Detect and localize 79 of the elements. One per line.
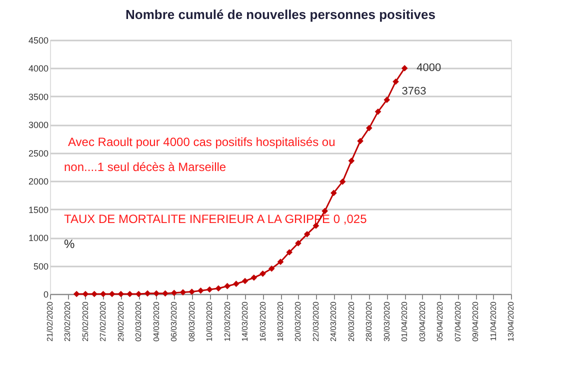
y-tick-label: 500 bbox=[33, 261, 48, 272]
x-tick-label: 08/03/2020 bbox=[187, 300, 196, 342]
x-tick-label: 07/04/2020 bbox=[453, 300, 462, 342]
x-tick-label: 28/03/2020 bbox=[364, 300, 374, 342]
y-tick-label: 1000 bbox=[28, 233, 48, 244]
point bbox=[366, 124, 372, 132]
y-tick-label: 3000 bbox=[28, 120, 48, 130]
x-tick-label: 12/03/2020 bbox=[222, 300, 232, 342]
point bbox=[188, 288, 196, 295]
point bbox=[126, 290, 133, 298]
point bbox=[153, 290, 160, 297]
point bbox=[348, 158, 355, 164]
point bbox=[215, 285, 222, 292]
x-tick-label: 21/02/2020 bbox=[46, 300, 54, 342]
y-tick-label: 4500 bbox=[28, 36, 48, 46]
point bbox=[295, 240, 302, 246]
x-tick-label: 26/03/2020 bbox=[346, 300, 356, 342]
point bbox=[108, 290, 116, 298]
x-tick-label: 18/03/2020 bbox=[276, 300, 285, 342]
x-tick-label: 16/03/2020 bbox=[258, 300, 268, 342]
x-tick-label: 22/03/2020 bbox=[311, 300, 320, 342]
x-tick-label: 10/03/2020 bbox=[205, 300, 214, 342]
data-label: 4000 bbox=[416, 62, 442, 74]
y-tick-label: 0 bbox=[43, 290, 48, 300]
x-tick-label: 06/03/2020 bbox=[170, 300, 179, 342]
point bbox=[374, 108, 382, 115]
x-tick-label: 14/03/2020 bbox=[240, 300, 250, 342]
point bbox=[162, 290, 168, 297]
point bbox=[401, 65, 408, 72]
y-tick-label: 4000 bbox=[28, 64, 48, 74]
x-tick-label: 13/04/2020 bbox=[506, 300, 516, 342]
point bbox=[198, 287, 204, 294]
x-tick-label: 27/02/2020 bbox=[98, 300, 108, 342]
point bbox=[144, 290, 151, 297]
x-tick-label: 03/04/2020 bbox=[418, 300, 427, 342]
point bbox=[100, 290, 106, 298]
x-tick-label: 02/03/2020 bbox=[134, 300, 144, 342]
annotation: non....1 seul décès à Marseille bbox=[64, 160, 226, 174]
x-tick-label: 20/03/2020 bbox=[294, 300, 303, 342]
chart-title: Nombre cumulé de nouvelles personnes positives bbox=[126, 7, 436, 22]
data-label: 3763 bbox=[402, 86, 426, 98]
point bbox=[277, 258, 284, 265]
x-tick-label: 30/03/2020 bbox=[382, 300, 392, 342]
x-tick-label: 23/02/2020 bbox=[63, 300, 72, 342]
point bbox=[206, 286, 213, 293]
point bbox=[384, 96, 390, 103]
point bbox=[170, 290, 178, 296]
point bbox=[392, 78, 399, 85]
x-tick-label: 29/02/2020 bbox=[116, 300, 126, 342]
point bbox=[242, 278, 248, 284]
x-tick-label: 24/03/2020 bbox=[329, 300, 338, 342]
x-tick-label: 11/04/2020 bbox=[488, 300, 498, 341]
point bbox=[180, 289, 186, 296]
x-tick-label: 25/02/2020 bbox=[80, 300, 90, 342]
point bbox=[73, 290, 80, 298]
x-tick-label: 09/04/2020 bbox=[471, 300, 480, 342]
point bbox=[118, 290, 124, 298]
point bbox=[357, 138, 364, 144]
x-tick-label: 05/04/2020 bbox=[436, 300, 445, 342]
y-tick-label: 1500 bbox=[28, 204, 48, 215]
annotation: % bbox=[64, 237, 75, 251]
point bbox=[304, 231, 310, 238]
x-tick-label: 04/03/2020 bbox=[152, 300, 161, 342]
y-tick-label: 2000 bbox=[28, 176, 48, 187]
x-tick-label: 01/04/2020 bbox=[400, 300, 410, 342]
point bbox=[268, 265, 275, 272]
point bbox=[339, 178, 346, 185]
y-tick-label: 3500 bbox=[28, 92, 48, 102]
y-tick-label: 2500 bbox=[28, 148, 48, 158]
point bbox=[250, 274, 258, 281]
point bbox=[286, 249, 293, 256]
point bbox=[260, 270, 266, 277]
point bbox=[135, 290, 142, 298]
annotation: Avec Raoult pour 4000 cas positifs hospitalisés ou bbox=[68, 135, 336, 149]
point bbox=[233, 280, 240, 287]
point bbox=[82, 290, 89, 298]
point bbox=[330, 190, 337, 196]
point bbox=[224, 282, 230, 290]
point bbox=[91, 290, 98, 298]
